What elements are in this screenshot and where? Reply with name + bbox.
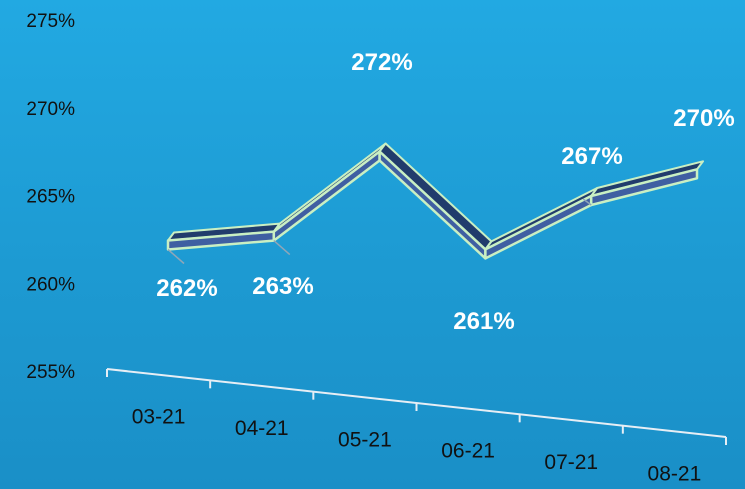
x-tick-label: 05-21 — [338, 428, 392, 451]
y-tick-label: 265% — [26, 187, 75, 208]
y-axis-tick-labels: 275% 270% 265% 260% 255% — [26, 11, 75, 383]
series-ribbon — [166, 142, 704, 265]
data-label: 272% — [351, 49, 412, 76]
x-tick-label: 08-21 — [648, 462, 702, 485]
x-tick-label: 06-21 — [441, 440, 495, 463]
leader-line — [167, 248, 185, 265]
data-labels: 262% 263% 272% 261% 267% 270% — [156, 49, 734, 335]
data-label: 262% — [156, 275, 217, 302]
series-segment — [272, 142, 387, 242]
y-tick-label: 260% — [26, 274, 75, 295]
y-tick-label: 255% — [26, 362, 75, 383]
data-label: 267% — [561, 143, 622, 170]
y-tick-label: 270% — [26, 99, 75, 120]
data-label: 263% — [252, 273, 313, 300]
series-segment — [166, 222, 281, 251]
series-segment — [378, 142, 493, 260]
series-segment — [589, 160, 704, 207]
x-tick-label: 04-21 — [235, 417, 289, 440]
x-tick-label: 07-21 — [544, 451, 598, 474]
data-label: 261% — [453, 308, 514, 335]
leader-line — [582, 198, 592, 206]
y-tick-label: 275% — [26, 11, 75, 32]
x-tick-label: 03-21 — [132, 406, 186, 429]
x-axis-tick-labels: 03-21 04-21 05-21 06-21 07-21 08-21 — [132, 406, 702, 486]
leader-line — [273, 240, 291, 256]
data-label: 270% — [673, 105, 734, 132]
series-segment — [484, 187, 599, 260]
x-axis — [106, 368, 727, 445]
